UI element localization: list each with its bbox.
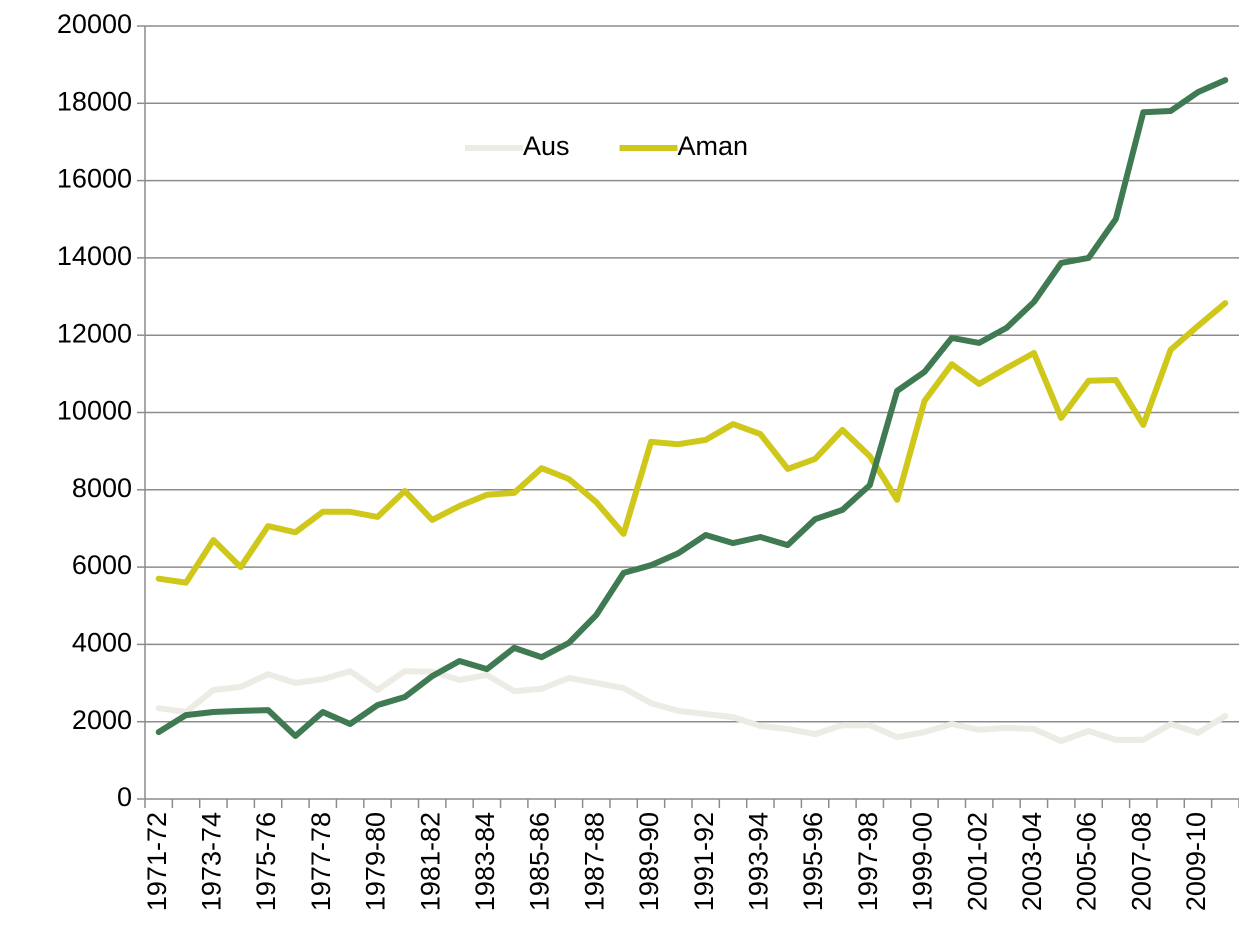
x-tick-label: 2005-06 xyxy=(1072,812,1102,911)
y-tick-label: 8000 xyxy=(72,473,132,503)
x-tick-label: 1985-86 xyxy=(525,812,555,911)
y-tick-label: 6000 xyxy=(72,550,132,580)
x-tick-label: 1995-96 xyxy=(798,812,828,911)
series-line xyxy=(155,668,1229,744)
series-line xyxy=(155,300,1229,586)
x-tick-label: 1983-84 xyxy=(470,812,500,911)
x-tick-label: 1999-00 xyxy=(908,812,938,911)
x-tick-label: 1993-94 xyxy=(744,812,774,911)
x-tick-label: 1989-90 xyxy=(634,812,664,911)
x-tick-label: 1997-98 xyxy=(853,812,883,911)
x-tick-label: 1981-82 xyxy=(415,812,445,911)
x-tick-label: 1971-72 xyxy=(142,812,172,911)
x-tick-label: 2007-08 xyxy=(1126,812,1156,911)
legend-label: Aus xyxy=(523,131,570,161)
x-tick-label: 1975-76 xyxy=(251,812,281,911)
x-tick-label: 2009-10 xyxy=(1181,812,1211,911)
x-tick-label: 1977-78 xyxy=(306,812,336,911)
y-tick-label: 16000 xyxy=(57,164,132,194)
x-tick-label: 1987-88 xyxy=(579,812,609,911)
x-tick-label: 1979-80 xyxy=(361,812,391,911)
y-tick-label: 12000 xyxy=(57,318,132,348)
y-tick-label: 10000 xyxy=(57,396,132,426)
x-tick-label: 1973-74 xyxy=(197,812,227,911)
y-tick-label: 0 xyxy=(117,782,132,812)
series-line xyxy=(155,77,1229,739)
y-tick-label: 2000 xyxy=(72,705,132,735)
x-tick-label: 1991-92 xyxy=(689,812,719,911)
legend-label: Aman xyxy=(678,131,749,161)
y-tick-label: 18000 xyxy=(57,86,132,116)
y-tick-label: 20000 xyxy=(57,9,132,39)
x-tick-label: 2001-02 xyxy=(962,812,992,911)
x-tick-label: 2003-04 xyxy=(1017,812,1047,911)
y-tick-label: 4000 xyxy=(72,628,132,658)
y-tick-label: 14000 xyxy=(57,241,132,271)
